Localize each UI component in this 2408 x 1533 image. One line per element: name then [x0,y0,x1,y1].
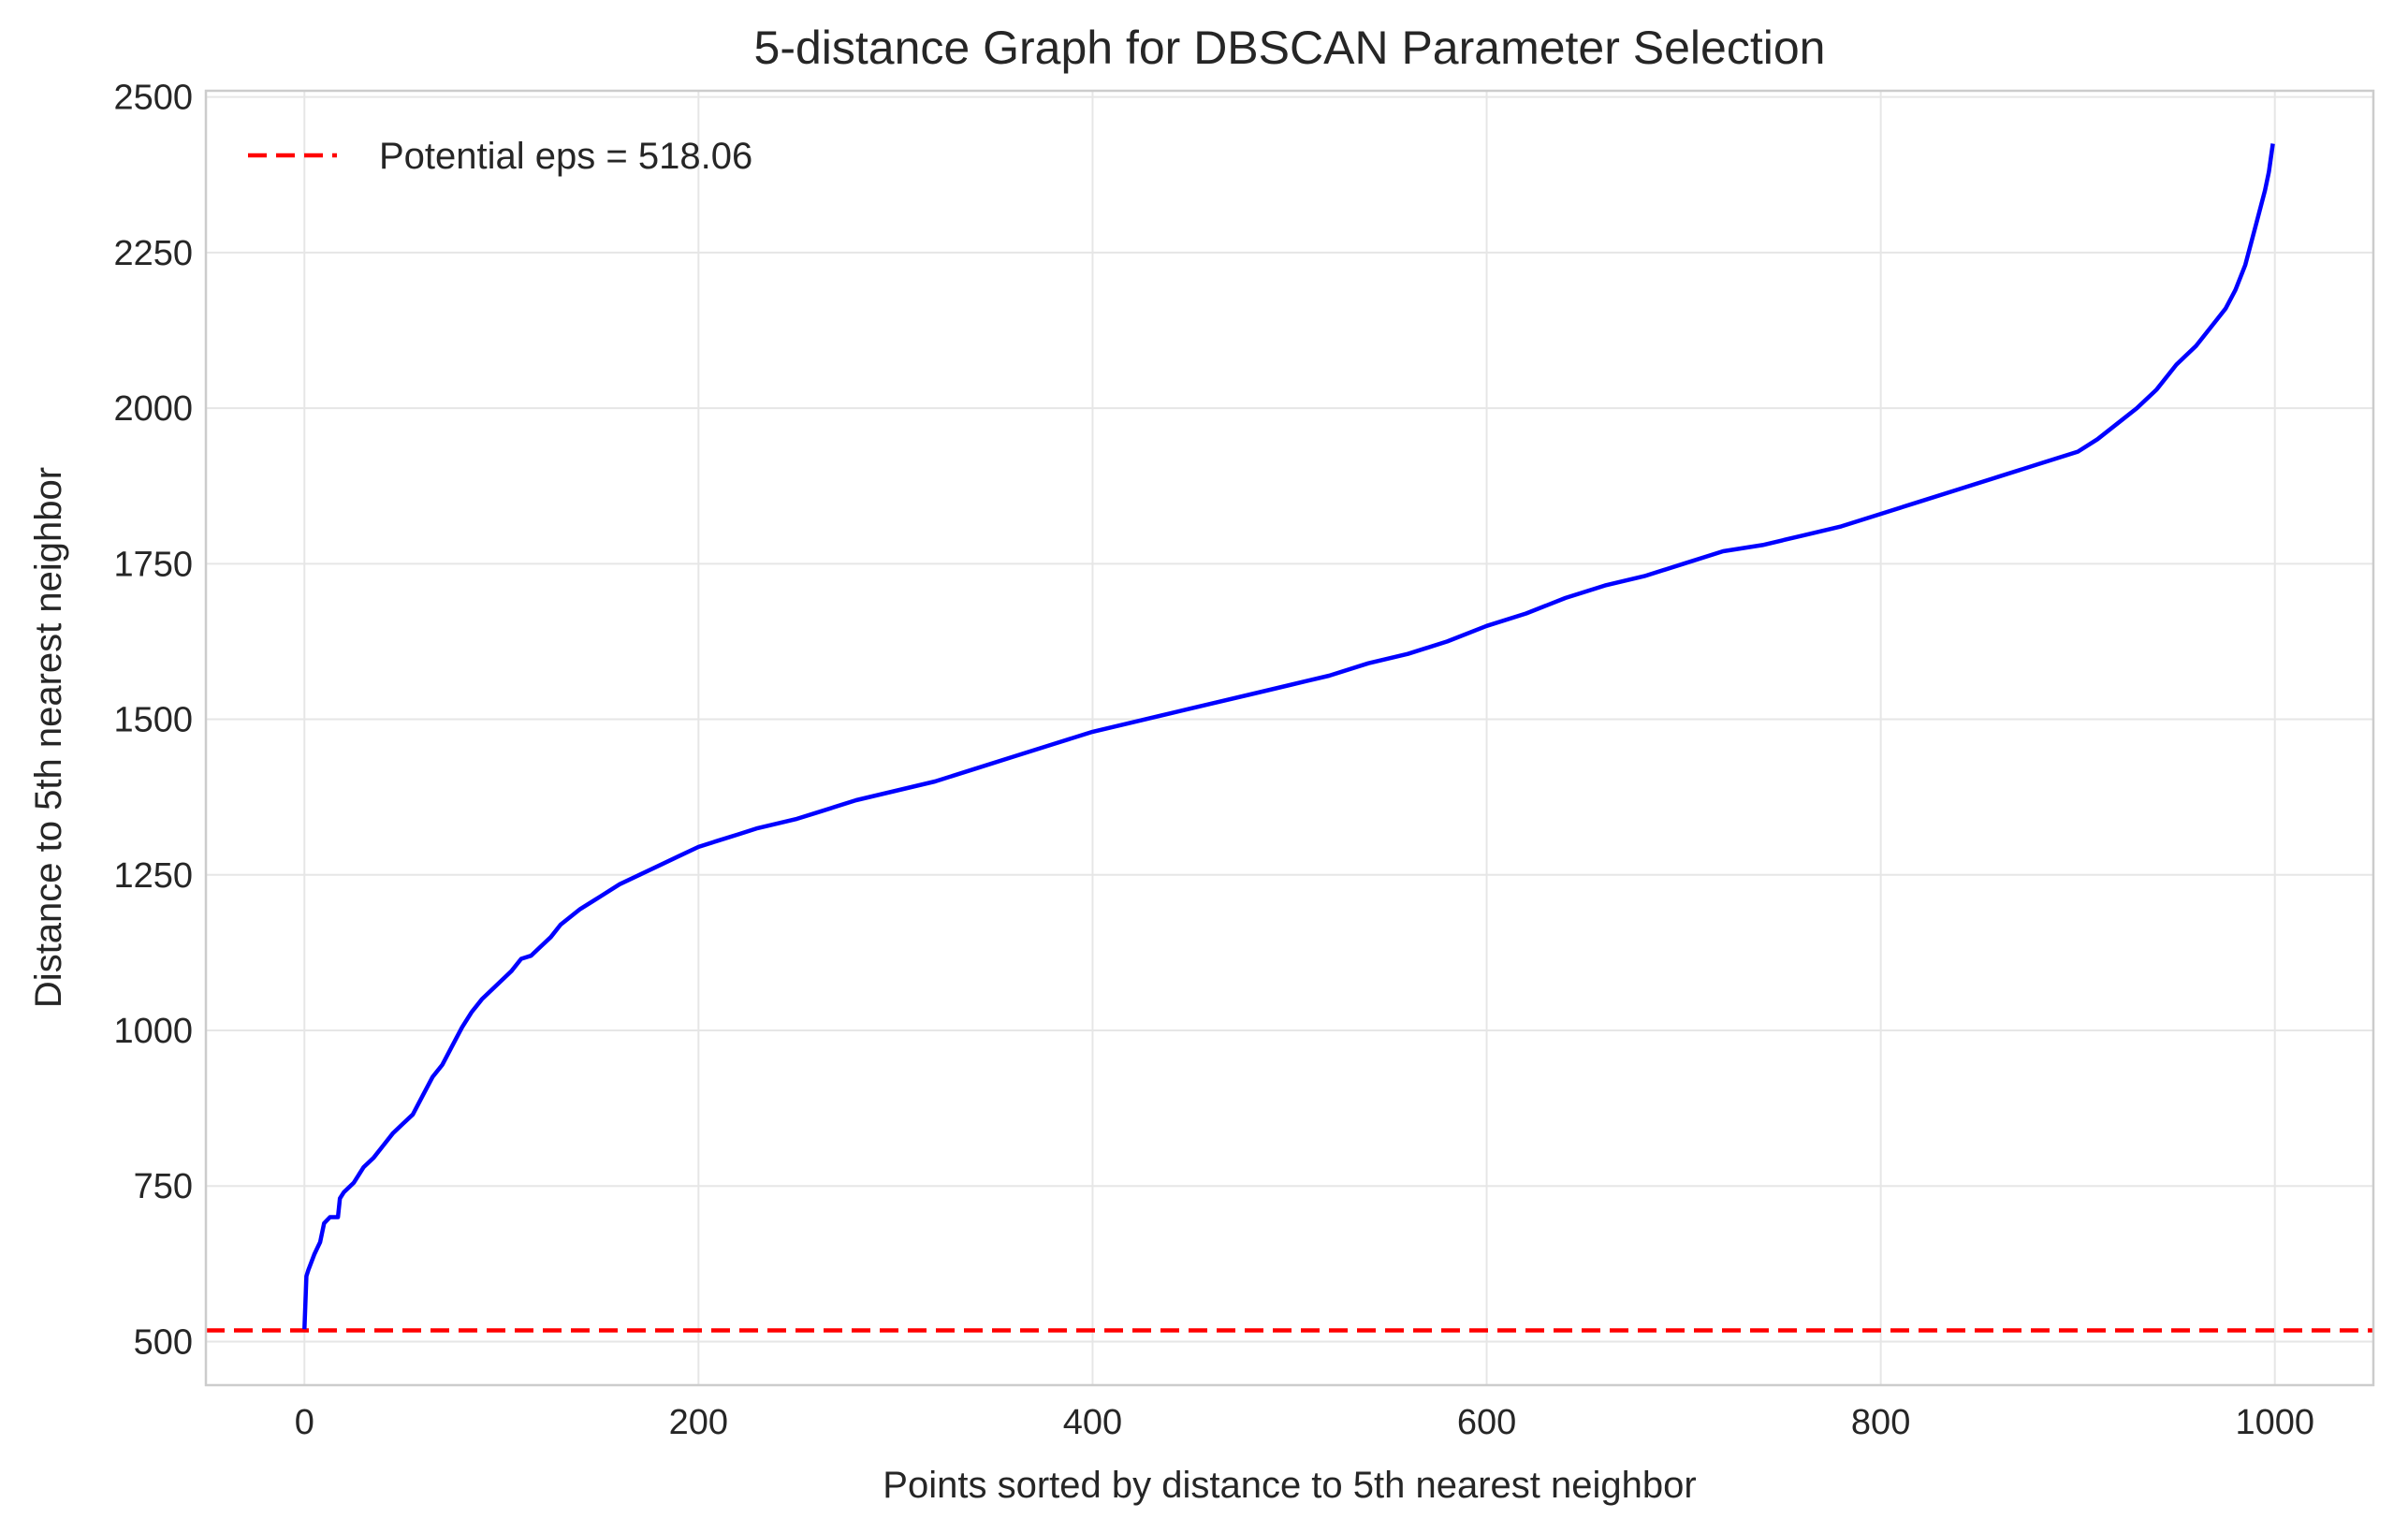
x-tick-label: 400 [1063,1403,1122,1442]
y-tick-label: 1750 [113,545,193,584]
y-tick-label: 750 [134,1167,193,1206]
y-tick-label: 1500 [113,701,193,740]
grid-lines [206,91,2373,1385]
y-tick-label: 2250 [113,234,193,273]
series-line [302,143,2275,1330]
legend: Potential eps = 518.06 [248,136,752,177]
x-tick-label: 1000 [2235,1403,2314,1442]
y-axis-ticks: 500 750 1000 1250 1500 1750 2000 2250 2500 [113,79,193,1363]
y-tick-label: 2000 [113,389,193,429]
x-tick-label: 200 [669,1403,728,1442]
x-axis-ticks: 0 200 400 600 800 1000 [295,1403,2314,1442]
x-tick-label: 0 [295,1403,314,1442]
x-tick-label: 800 [1851,1403,1910,1442]
y-axis-label: Distance to 5th nearest neighbor [28,467,69,1008]
chart-title: 5-distance Graph for DBSCAN Parameter Se… [754,22,1826,74]
y-tick-label: 2500 [113,79,193,118]
legend-label-eps: Potential eps = 518.06 [379,136,752,177]
y-tick-label: 1250 [113,856,193,896]
x-axis-label: Points sorted by distance to 5th nearest… [883,1465,1696,1506]
y-tick-label: 1000 [113,1012,193,1051]
y-tick-label: 500 [134,1322,193,1362]
plot-frame [204,89,2375,1387]
x-tick-label: 600 [1457,1403,1516,1442]
